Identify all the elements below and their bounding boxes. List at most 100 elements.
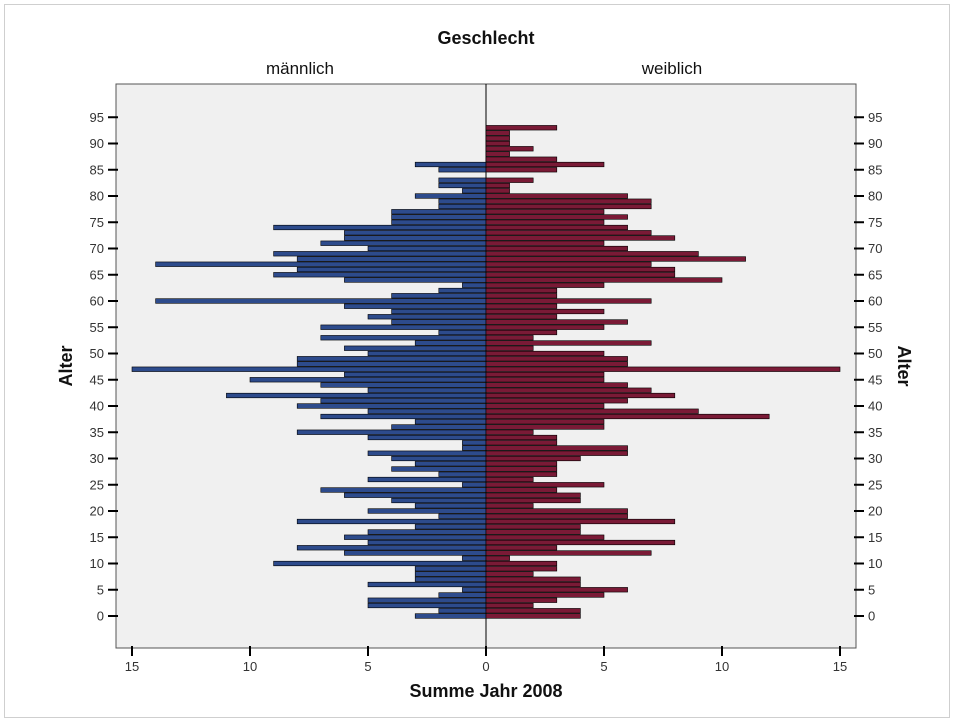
bar-female-age-33	[485, 440, 558, 446]
bar-female-age-9	[485, 566, 558, 572]
x-tick-label-2: 5	[364, 659, 371, 674]
bar-male-age-68	[296, 256, 487, 262]
bars-female	[485, 125, 841, 619]
bar-male-age-52	[414, 340, 487, 346]
bar-male-age-71	[320, 240, 487, 246]
bar-male-age-49	[296, 356, 487, 362]
bar-male-age-55	[320, 324, 487, 330]
bar-female-age-17	[485, 524, 581, 530]
bar-female-age-39	[485, 408, 699, 414]
bar-female-age-53	[485, 335, 534, 341]
y-tick-label-left-50: 50	[90, 346, 104, 361]
bar-female-age-47	[485, 366, 841, 372]
bar-female-age-63	[485, 282, 605, 288]
bar-female-age-35	[485, 429, 534, 435]
bar-female-age-4	[485, 592, 605, 598]
bar-male-age-65	[273, 272, 487, 278]
bar-male-age-64	[344, 277, 487, 283]
bar-female-age-44	[485, 382, 628, 388]
bar-male-age-73	[344, 230, 487, 236]
bar-male-age-0	[414, 613, 487, 619]
bar-female-age-57	[485, 314, 558, 320]
bar-female-age-88	[485, 151, 510, 157]
bar-male-age-37	[414, 419, 487, 425]
bar-female-age-19	[485, 513, 628, 519]
bar-female-age-61	[485, 293, 558, 299]
y-tick-label-left-85: 85	[90, 162, 104, 177]
bar-male-age-21	[414, 503, 487, 509]
bar-female-age-28	[485, 466, 558, 472]
bar-male-age-41	[320, 398, 487, 404]
y-tick-label-left-35: 35	[90, 425, 104, 440]
y-axis-title-right: Alter	[894, 345, 914, 386]
bar-female-age-77	[485, 209, 605, 215]
y-tick-label-left-10: 10	[90, 556, 104, 571]
bar-female-age-69	[485, 251, 699, 257]
bar-female-age-24	[485, 487, 558, 493]
y-tick-label-right-50: 50	[868, 346, 882, 361]
bar-female-age-55	[485, 324, 605, 330]
bar-male-age-48	[296, 361, 487, 367]
bar-male-age-19	[438, 513, 487, 519]
bar-male-age-25	[462, 482, 487, 488]
bar-male-age-69	[273, 251, 487, 257]
bar-male-age-79	[438, 198, 487, 204]
bar-male-age-58	[391, 308, 487, 315]
y-tick-label-left-0: 0	[97, 609, 104, 624]
bar-female-age-38	[485, 413, 770, 420]
bar-female-age-20	[485, 508, 628, 514]
bar-male-age-76	[391, 214, 487, 220]
bar-male-age-1	[438, 608, 487, 614]
bar-female-age-32	[485, 445, 628, 451]
x-axis-title: Summe Jahr 2008	[409, 681, 562, 701]
y-tick-label-right-80: 80	[868, 189, 882, 204]
y-tick-label-left-5: 5	[97, 582, 104, 597]
bar-female-age-93	[485, 125, 558, 131]
bar-female-age-42	[485, 392, 676, 399]
bar-female-age-21	[485, 503, 534, 509]
bar-female-age-15	[485, 534, 605, 540]
bar-male-age-38	[320, 413, 487, 420]
y-tick-label-left-45: 45	[90, 372, 104, 387]
bar-male-age-78	[438, 203, 487, 210]
bar-female-age-67	[485, 261, 652, 267]
bar-male-age-62	[438, 287, 487, 294]
y-tick-label-left-20: 20	[90, 504, 104, 519]
y-tick-label-left-15: 15	[90, 530, 104, 545]
bar-male-age-7	[414, 576, 487, 582]
x-tick-label-4: 5	[600, 659, 607, 674]
x-tick-label-5: 10	[715, 659, 729, 674]
series-label-male: männlich	[266, 59, 334, 78]
y-tick-label-right-5: 5	[868, 582, 875, 597]
y-tick-label-right-85: 85	[868, 162, 882, 177]
x-tick-label-6: 15	[833, 659, 847, 674]
y-tick-label-right-30: 30	[868, 451, 882, 466]
bar-male-age-53	[320, 335, 487, 341]
bar-female-age-7	[485, 576, 581, 582]
bar-female-age-73	[485, 230, 652, 236]
bar-male-age-44	[320, 382, 487, 388]
bar-male-age-42	[226, 392, 487, 399]
bar-male-age-16	[367, 529, 487, 535]
bar-female-age-71	[485, 240, 605, 246]
x-tick-label-3: 0	[482, 659, 489, 674]
bar-male-age-11	[462, 555, 487, 561]
y-tick-label-right-15: 15	[868, 530, 882, 545]
bar-female-age-29	[485, 461, 558, 467]
bar-female-age-10	[485, 560, 558, 567]
bar-female-age-49	[485, 356, 628, 362]
bar-female-age-2	[485, 602, 534, 609]
bar-female-age-82	[485, 182, 510, 189]
bar-male-age-27	[438, 471, 487, 477]
bar-female-age-5	[485, 587, 628, 593]
bar-female-age-81	[485, 188, 510, 194]
bar-female-age-66	[485, 266, 676, 273]
y-tick-label-right-20: 20	[868, 504, 882, 519]
bar-female-age-45	[485, 377, 605, 383]
bar-female-age-14	[485, 539, 676, 546]
y-tick-label-right-45: 45	[868, 372, 882, 387]
y-tick-label-right-95: 95	[868, 110, 882, 125]
y-tick-label-right-35: 35	[868, 425, 882, 440]
bar-female-age-37	[485, 419, 605, 425]
bar-male-age-50	[367, 350, 487, 357]
